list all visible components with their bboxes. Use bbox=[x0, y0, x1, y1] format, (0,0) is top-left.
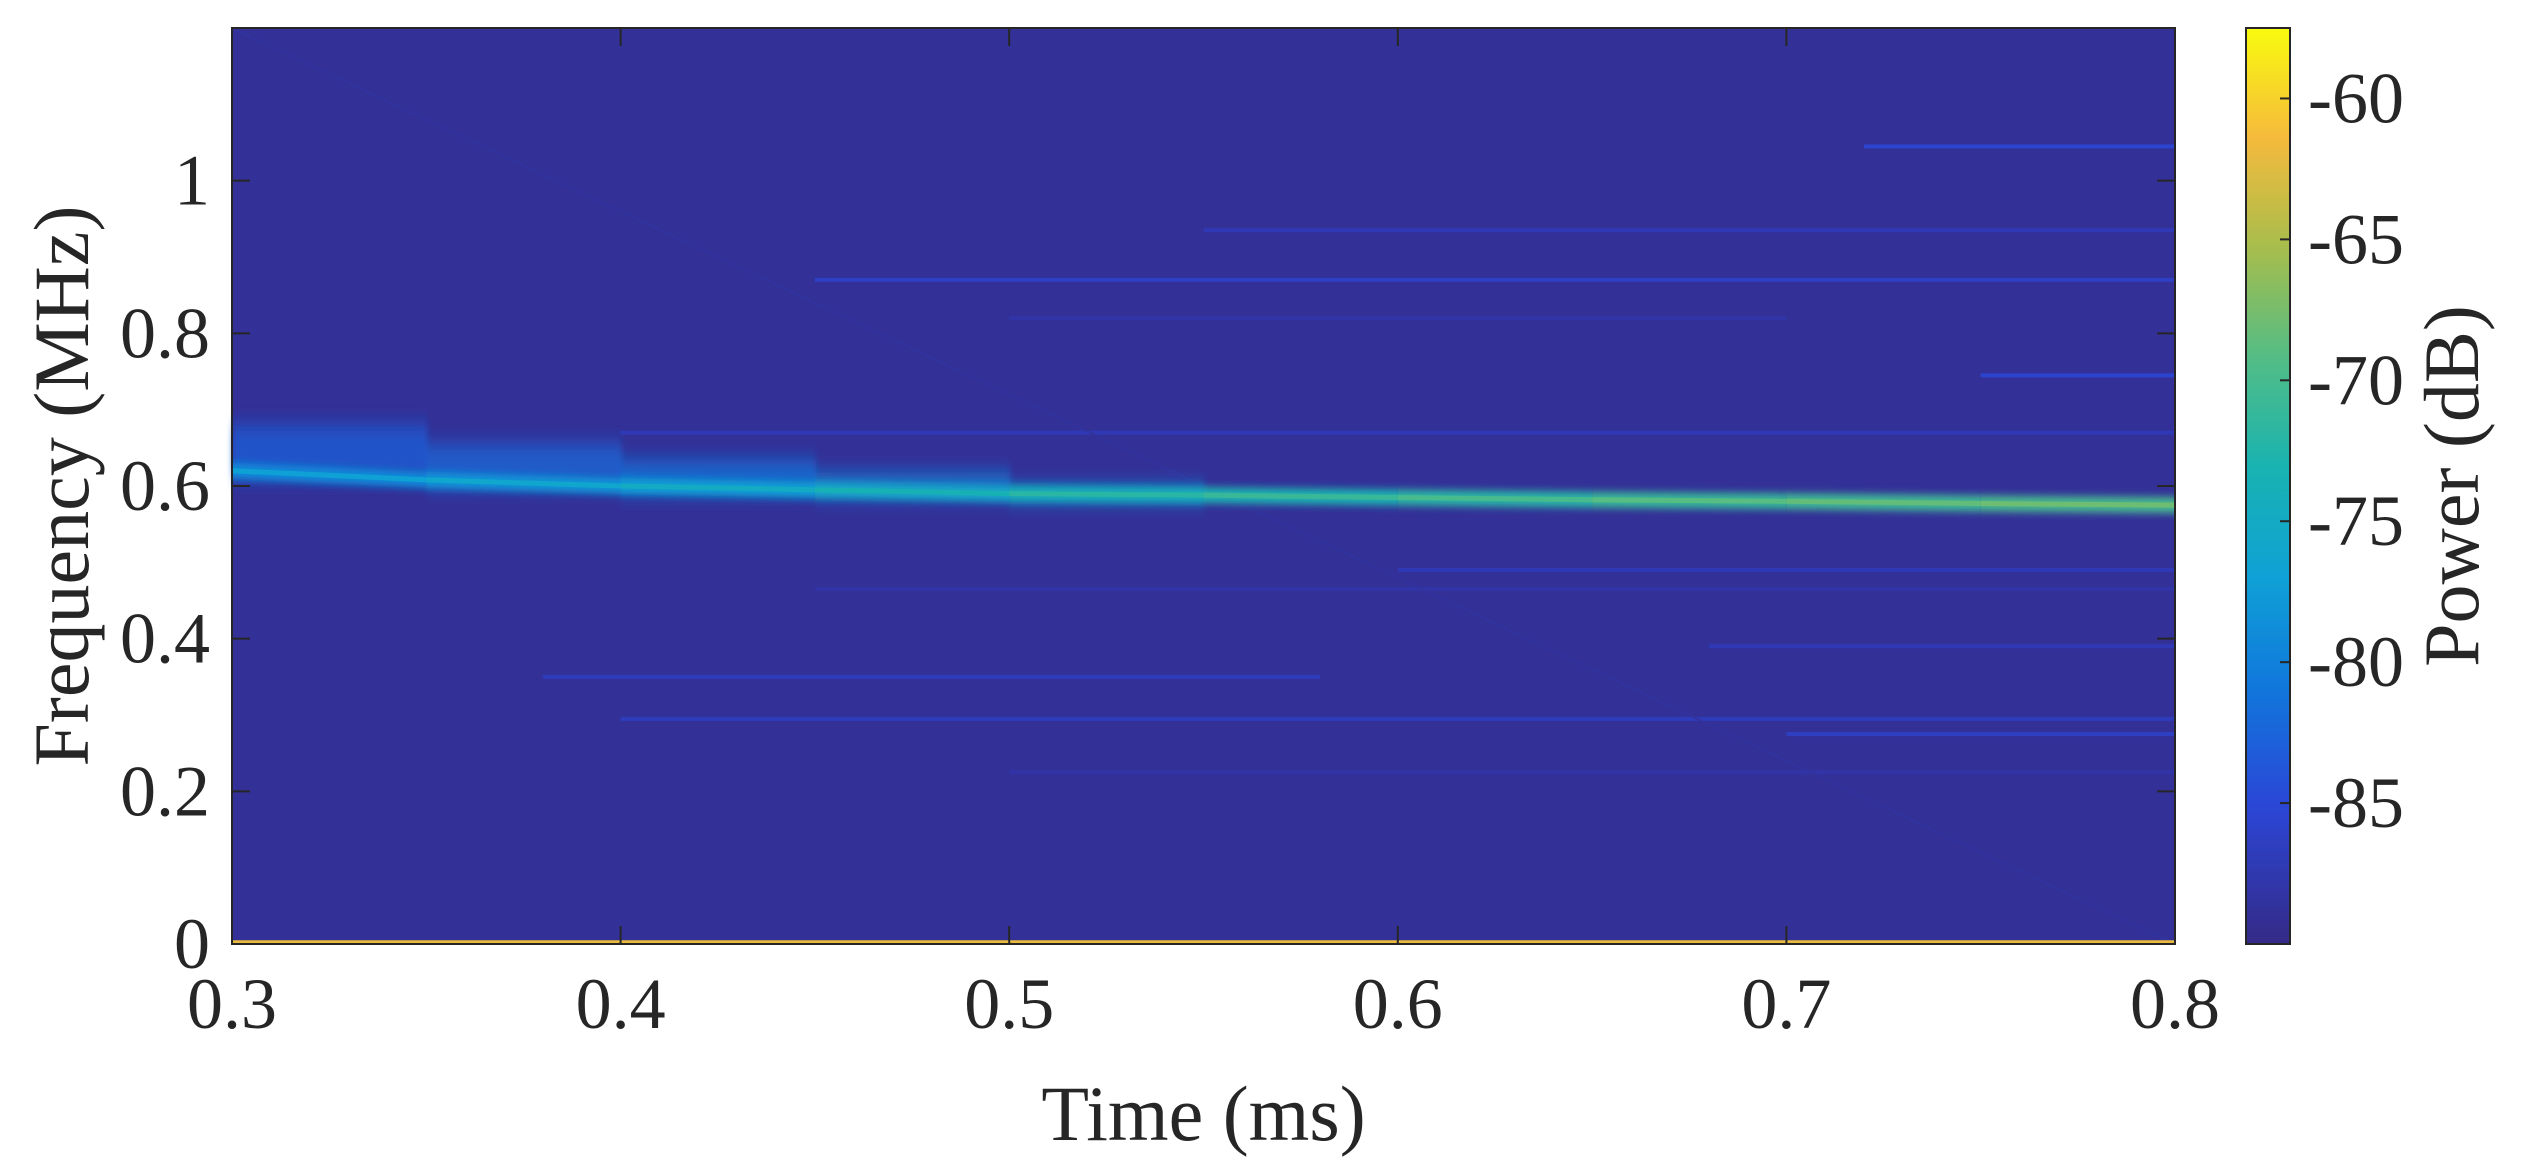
colorbar-tick-label: -75 bbox=[2308, 481, 2404, 561]
heatmap-features bbox=[231, 27, 2176, 945]
x-tick-label: 0.7 bbox=[1741, 964, 1831, 1044]
y-tick-label: 0.6 bbox=[120, 446, 210, 526]
ridge-inner-segment bbox=[426, 477, 621, 489]
y-tick-label: 0.4 bbox=[120, 599, 210, 679]
plot-area bbox=[231, 27, 2176, 945]
x-tick-label: 0.4 bbox=[576, 964, 666, 1044]
y-axis-ticks: 0 0.2 0.4 0.6 0.8 1 bbox=[120, 141, 2175, 984]
colorbar-frame bbox=[2245, 27, 2291, 945]
y-tick-label: 1 bbox=[174, 141, 210, 221]
x-axis-title: Time (ms) bbox=[1041, 1070, 1365, 1157]
ridge-inner-segment bbox=[814, 487, 1010, 497]
y-axis-title: Frequency (MHz) bbox=[18, 206, 105, 767]
ridge-inner-segment bbox=[620, 483, 815, 493]
y-tick-label: 0 bbox=[174, 904, 210, 984]
y-tick-label: 0.8 bbox=[120, 293, 210, 373]
ridge-inner-segment bbox=[1203, 492, 1398, 500]
colorbar-title: Power (dB) bbox=[2408, 305, 2495, 667]
colorbar-tick-label: -70 bbox=[2308, 340, 2404, 420]
x-tick-label: 0.6 bbox=[1353, 964, 1443, 1044]
ridge-inner-segment bbox=[231, 468, 427, 483]
ridge-inner-segment bbox=[1786, 498, 1981, 507]
ridge-inner-segment bbox=[1592, 497, 1787, 504]
x-tick-label: 0.3 bbox=[187, 964, 277, 1044]
colorbar: -60 -65 -70 -75 -80 -85 bbox=[2245, 27, 2404, 945]
colorbar-tick-label: -80 bbox=[2308, 622, 2404, 702]
ridge-inner-segment bbox=[1980, 501, 2176, 508]
ridge-inner-segment bbox=[1397, 494, 1593, 503]
x-axis-ticks: 0.3 0.4 0.5 0.6 0.7 0.8 bbox=[187, 28, 2220, 1044]
colorbar-scale bbox=[2246, 28, 2290, 944]
colorbar-tick-label: -65 bbox=[2308, 199, 2404, 279]
colorbar-ticks: -60 -65 -70 -75 -80 -85 bbox=[2280, 58, 2404, 843]
colorbar-tick-label: -60 bbox=[2308, 58, 2404, 138]
y-tick-label: 0.2 bbox=[120, 751, 210, 831]
colorbar-tick-label: -85 bbox=[2308, 763, 2404, 843]
x-tick-label: 0.8 bbox=[2130, 964, 2220, 1044]
ridge-inner-segment bbox=[1009, 491, 1204, 498]
x-tick-label: 0.5 bbox=[964, 964, 1054, 1044]
